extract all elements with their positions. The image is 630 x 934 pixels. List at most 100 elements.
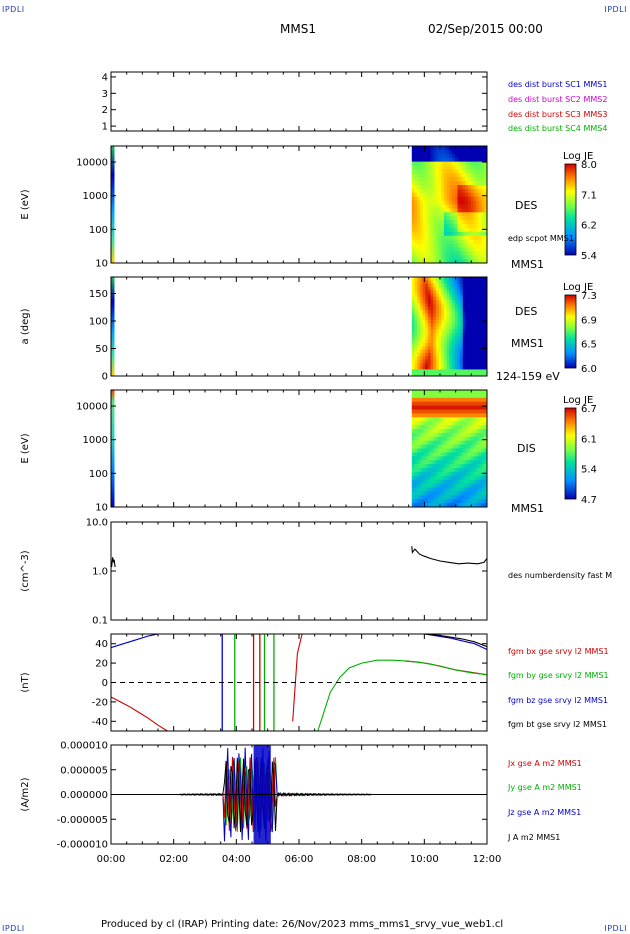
heat-cell <box>419 491 424 496</box>
heat-cell <box>449 421 453 426</box>
heat-cell <box>419 192 424 198</box>
heat-cell <box>446 397 450 403</box>
heat-cell <box>481 306 485 311</box>
heat-cell <box>411 448 416 453</box>
heat-cell <box>436 153 440 159</box>
heat-cell <box>419 425 424 430</box>
heat-cell <box>484 208 487 213</box>
heat-cell <box>419 306 424 311</box>
heat-cell <box>462 169 467 174</box>
heat-cell <box>425 173 429 178</box>
heat-cell <box>473 316 477 321</box>
heat-cell <box>438 456 442 461</box>
heat-cell <box>425 356 429 361</box>
heat-cell <box>417 208 421 213</box>
heat-cell <box>454 366 459 370</box>
heat-cell <box>478 169 483 174</box>
heat-cell <box>473 372 477 376</box>
heat-cell <box>436 169 440 174</box>
heat-cell <box>465 169 469 174</box>
y-tick-label: 20 <box>95 659 108 670</box>
heat-cell <box>457 173 461 178</box>
heat-cell <box>433 372 437 376</box>
heat-cell <box>433 491 437 496</box>
heat-cell <box>441 300 445 304</box>
heat-cell <box>433 259 437 263</box>
heat-cell <box>422 255 426 260</box>
legend-entry: fgm bz gse srvy l2 MMS1 <box>508 696 608 705</box>
heat-cell <box>433 227 437 233</box>
heat-cell <box>433 429 437 434</box>
heat-cell <box>441 468 445 473</box>
heat-cell <box>444 255 448 260</box>
heat-cell <box>425 448 429 453</box>
heat-cell <box>481 200 485 206</box>
heat-cell <box>436 333 440 337</box>
heat-cell <box>427 429 432 434</box>
heat-cell <box>478 188 483 194</box>
heat-cell <box>473 393 477 399</box>
y-tick-label: -20 <box>92 697 108 708</box>
heat-cell <box>425 310 429 314</box>
heat-cell <box>433 286 437 291</box>
heat-cell <box>481 409 485 414</box>
heat-cell <box>422 290 426 295</box>
heat-cell <box>425 216 429 221</box>
heat-cell <box>454 188 459 194</box>
series-line <box>292 634 303 722</box>
heat-cell <box>478 192 483 198</box>
heat-cell <box>411 343 416 347</box>
heat-cell <box>422 491 426 496</box>
heat-cell <box>452 224 456 229</box>
heat-cell <box>454 235 459 241</box>
legend-entry: des dist burst SC2 MMS2 <box>508 95 607 104</box>
heat-cell <box>441 333 445 337</box>
heat-cell <box>427 235 432 241</box>
heat-cell <box>454 356 459 361</box>
heat-cell <box>481 413 485 418</box>
heat-cell <box>419 359 424 364</box>
heat-cell <box>430 362 434 367</box>
heat-cell <box>454 224 459 229</box>
heat-cell <box>433 475 437 481</box>
heat-cell <box>473 397 477 403</box>
heat-cell <box>430 196 434 202</box>
heat-cell <box>425 192 429 198</box>
heat-cell <box>457 323 461 328</box>
heat-cell <box>422 393 426 399</box>
heat-cell <box>446 235 450 241</box>
y-tick-label: 1000 <box>83 191 108 202</box>
heat-cell <box>438 436 442 442</box>
heat-cell <box>465 149 469 155</box>
heat-cell <box>414 247 418 252</box>
heat-cell <box>438 306 442 311</box>
heat-cell <box>449 310 453 314</box>
heat-cell <box>419 188 424 194</box>
heat-cell <box>436 362 440 367</box>
heat-cell <box>414 231 418 237</box>
heat-cell <box>436 503 440 507</box>
heat-cell <box>430 425 434 430</box>
heat-cell <box>430 429 434 434</box>
heat-cell <box>476 468 480 473</box>
heat-cell <box>481 235 485 241</box>
heat-cell <box>484 196 487 202</box>
heat-cell <box>481 239 485 245</box>
heat-cell <box>452 393 456 399</box>
heat-cell <box>433 255 437 260</box>
heat-cell <box>470 200 475 206</box>
heat-cell <box>430 390 434 395</box>
heat-cell <box>419 313 424 318</box>
heat-cell <box>430 208 434 213</box>
heat-cell <box>481 259 485 263</box>
heat-cell <box>436 475 440 481</box>
heat-cell <box>444 339 448 344</box>
heat-cell <box>454 169 459 174</box>
heat-cell <box>454 310 459 314</box>
heat-cell <box>441 369 445 374</box>
heat-cell <box>476 173 480 178</box>
heat-cell <box>433 333 437 337</box>
heat-cell <box>481 425 485 430</box>
heat-cell <box>436 393 440 399</box>
heat-cell <box>411 475 416 481</box>
